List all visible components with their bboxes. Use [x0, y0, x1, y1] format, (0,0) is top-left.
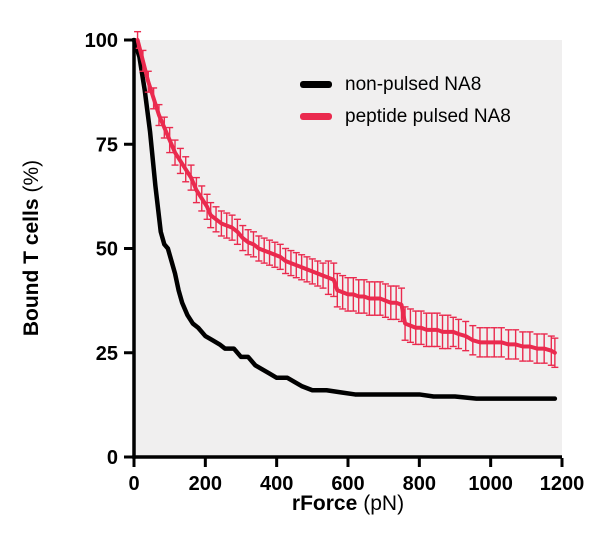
legend-item-non-pulsed: non-pulsed NA8: [300, 72, 511, 96]
x-tick-label: 200: [189, 473, 222, 495]
x-axis-title-main: rForce: [291, 492, 358, 515]
legend-swatch-black: [300, 80, 332, 88]
x-tick-label: 400: [260, 473, 293, 495]
x-tick-label: 0: [128, 473, 139, 495]
x-tick-label: 1000: [468, 473, 513, 495]
x-tick-label: 800: [403, 473, 436, 495]
x-tick-label: 600: [331, 473, 364, 495]
series-line-0: [131, 37, 558, 401]
legend-item-peptide-pulsed: peptide pulsed NA8: [300, 104, 511, 128]
plot-background: [134, 40, 562, 457]
y-axis-title-main: Bound T cells: [20, 198, 43, 337]
legend-label-peptide-pulsed: peptide pulsed NA8: [345, 105, 511, 127]
x-axis-title: rForce (pN): [292, 492, 404, 516]
y-tick-label: 0: [107, 447, 118, 469]
series-line-1: [135, 38, 557, 355]
y-tick-label: 75: [96, 134, 118, 156]
y-tick-label: 50: [96, 239, 118, 261]
y-tick-label: 25: [96, 343, 118, 365]
x-axis-title-unit: (pN): [363, 492, 405, 515]
y-tick-label: 100: [85, 30, 118, 52]
y-axis-title-unit: (%): [20, 159, 43, 193]
y-axis-title: Bound T cells (%): [20, 160, 44, 336]
legend-label-non-pulsed: non-pulsed NA8: [345, 73, 482, 95]
legend-swatch-red: [300, 112, 332, 120]
x-tick-label: 1200: [540, 473, 585, 495]
legend: non-pulsed NA8 peptide pulsed NA8: [300, 72, 511, 128]
